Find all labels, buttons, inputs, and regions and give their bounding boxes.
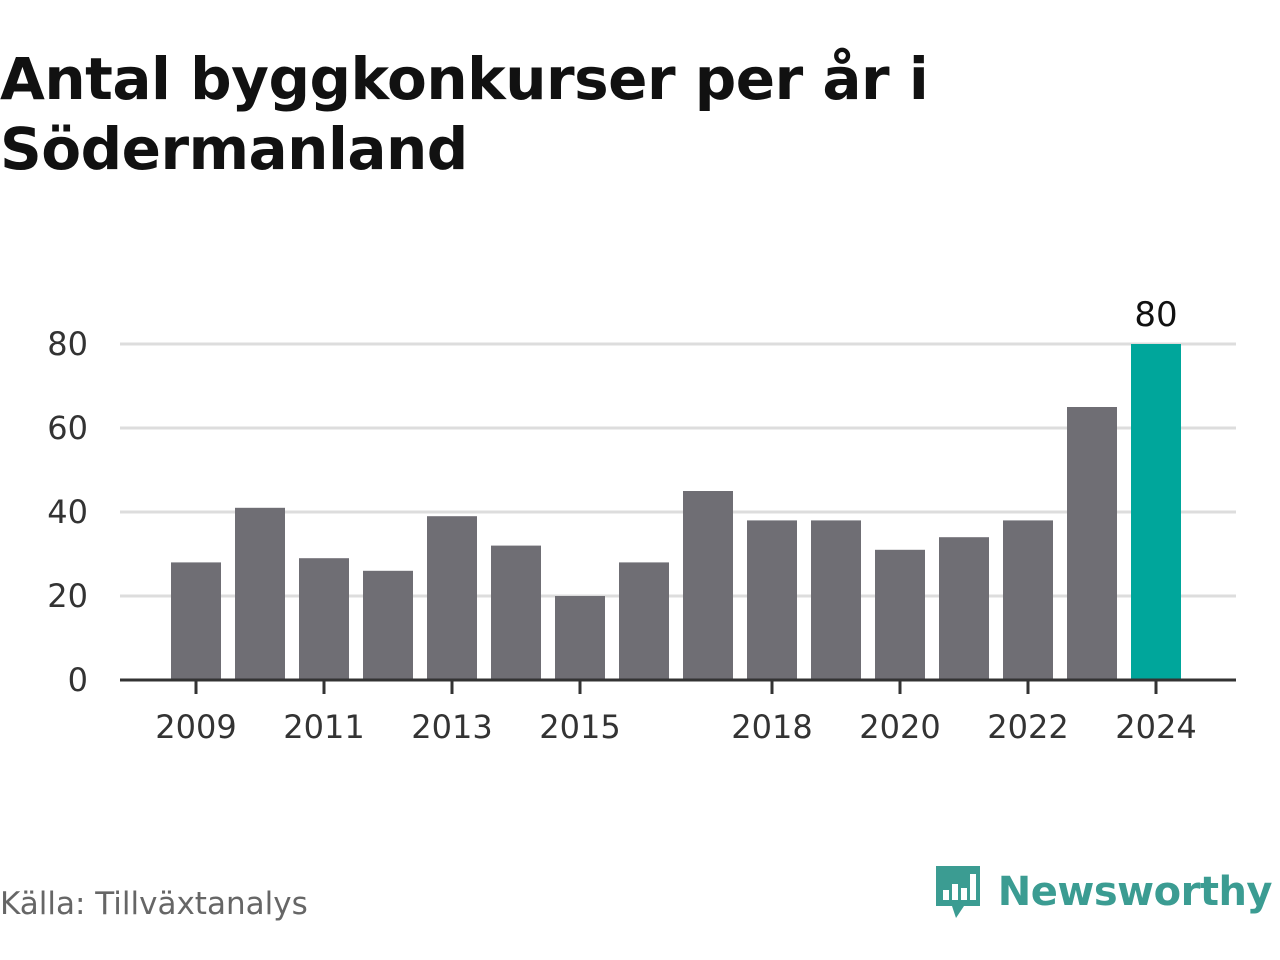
brand-logo: Newsworthy — [932, 862, 1273, 922]
bar — [491, 545, 541, 680]
brand-name: Newsworthy — [997, 869, 1273, 915]
y-tick-label: 80 — [47, 325, 88, 363]
y-tick-label: 0 — [68, 661, 88, 699]
newsworthy-logo-icon — [935, 866, 980, 918]
x-axis: 2009 2011 2013 2015 2018 2020 2022 2024 — [120, 678, 1236, 746]
bar — [555, 596, 605, 680]
y-tick-label: 40 — [47, 493, 88, 531]
y-tick-label: 60 — [47, 409, 88, 447]
x-tick-label: 2015 — [539, 708, 620, 746]
x-tick-label: 2009 — [155, 708, 236, 746]
bar — [875, 549, 925, 680]
data-label: 80 — [1134, 295, 1177, 335]
data-labels: 80 — [1134, 295, 1177, 335]
bar — [427, 516, 477, 680]
x-tick-label: 2013 — [411, 708, 492, 746]
y-tick-label: 20 — [47, 577, 88, 615]
x-tick-label: 2022 — [987, 708, 1068, 746]
chart-title: Antal byggkonkurser per år i Södermanlan… — [0, 45, 929, 183]
bar — [939, 537, 989, 680]
bar — [1003, 520, 1053, 680]
x-tick-label: 2011 — [283, 708, 364, 746]
y-axis-ticks: 0 20 40 60 80 — [47, 325, 88, 699]
bar — [1131, 344, 1181, 680]
bar — [299, 558, 349, 680]
bar — [811, 520, 861, 680]
x-tick-label: 2024 — [1115, 708, 1196, 746]
x-tick-label: 2018 — [731, 708, 812, 746]
source-note: Källa: Tillväxtanalys — [0, 886, 308, 922]
bar — [363, 570, 413, 680]
bar — [235, 507, 285, 680]
bar — [683, 491, 733, 680]
bar — [171, 562, 221, 680]
bar — [619, 562, 669, 680]
x-tick-label: 2020 — [859, 708, 940, 746]
bar — [747, 520, 797, 680]
bars — [171, 344, 1181, 680]
bar — [1067, 407, 1117, 680]
